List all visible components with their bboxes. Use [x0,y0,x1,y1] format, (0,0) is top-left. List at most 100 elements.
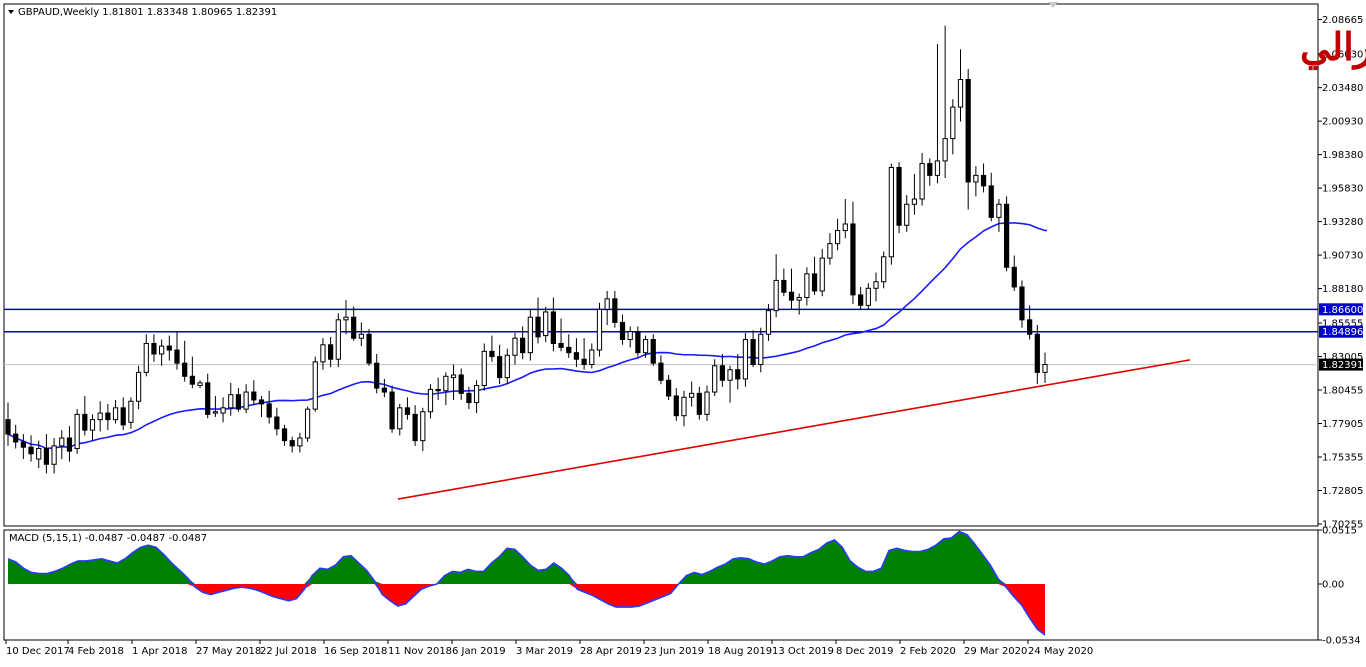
candle-bull [112,407,119,421]
candle-bull [689,392,695,398]
price-tick-label: 1.70255 [1322,519,1363,530]
price-tick-label: 1.80455 [1322,386,1363,397]
candle-bear [1019,286,1025,321]
candle-bear [466,392,472,404]
candle-bear [205,382,211,415]
candle-bear [166,345,172,351]
price-tick-label: 1.75355 [1322,452,1363,463]
candle-bull [128,400,134,423]
date-tick-label: 13 Oct 2019 [772,646,834,657]
candle-bull [727,369,733,381]
date-tick-label: 6 Jan 2019 [452,646,506,657]
chart-title-arabic: باوند أسترالي [1300,21,1366,70]
candle-bear [281,428,288,442]
moving-average-line [7,222,1047,450]
candle-bull [212,411,219,414]
candle-bear [266,403,272,418]
candle-bear [750,339,756,365]
date-tick-label: 4 Feb 2018 [68,646,124,657]
candle-bear [489,350,495,358]
candle-bull [834,230,841,245]
candle-bull [957,79,964,108]
candle-bull [704,391,710,415]
candle-bear [1034,333,1040,373]
date-tick-label: 16 Sep 2018 [324,646,387,657]
candle-bear [189,375,195,385]
candle-bull [911,198,918,205]
candle-bear [389,391,395,430]
dropdown-arrow-icon [8,10,14,14]
candle-bull [873,281,879,289]
candle-bear [1003,203,1010,268]
date-tick-label: 27 May 2018 [196,646,261,657]
price-tick-label: 2.06030 [1322,50,1363,61]
macd-tick-label: 0.0515 [1322,526,1357,537]
candle-bull [51,445,57,465]
candle-bear [781,279,787,293]
candle-bear [120,407,126,426]
macd-signal-line [7,530,1046,636]
candle-bear [174,349,180,364]
candle-bull [765,310,772,335]
candle-bear [328,344,334,360]
candle-bear [788,291,795,301]
candle-bear [573,352,580,360]
candle-bull [59,437,65,447]
candle-bear [896,166,902,226]
chart-options-icon[interactable] [1048,2,1058,8]
date-tick-label: 3 Mar 2019 [516,646,573,657]
candle-bear [20,441,26,448]
current-price-tag [1319,358,1363,371]
candle-bear [612,298,618,323]
candle-bull [420,411,426,442]
candle-bear [635,331,641,354]
macd-tick-label: 0.00 [1322,580,1344,591]
price-tick-label: 1.95830 [1322,184,1363,195]
candle-bull [604,298,610,310]
candle-bear [566,346,572,354]
candle-bear [520,337,526,354]
trendline [397,359,1191,500]
candle-bull [758,333,764,365]
candle-bear [650,339,656,364]
candle-bear [497,356,503,379]
candle-bull [504,354,510,379]
candle-bull [335,319,341,360]
candle-bull [243,391,249,410]
candle-bull [197,382,203,386]
macd-tick-label: -0.0534 [1322,636,1361,647]
price-tick-label: 2.08665 [1322,15,1363,26]
candle-bull [343,316,349,321]
candle-bull [881,256,887,283]
candle-bull [443,375,449,392]
candle-bull [742,339,749,380]
date-tick-label: 28 Apr 2019 [580,646,642,657]
candle-bull [589,349,595,365]
price-tick-label: 1.98380 [1322,150,1363,161]
candle-bull [627,331,633,341]
price-tick-label: 1.90730 [1322,251,1363,262]
candle-bear [1027,319,1033,335]
candle-bull [527,316,533,354]
candle-bull [842,223,848,232]
price-tick-label: 2.00930 [1322,117,1363,128]
candle-bull [159,345,165,355]
candle-bull [481,350,487,386]
date-tick-label: 23 Jun 2019 [644,646,704,657]
date-tick-label: 2 Feb 2020 [900,646,956,657]
level-price-tag [1319,325,1363,338]
candle-bear [980,174,987,187]
candle-bear [988,185,994,218]
candle-bull [996,203,1002,218]
candle-bear [550,311,556,344]
candle-bull [888,166,894,258]
candle-bear [412,413,418,442]
candle-bull [97,412,103,421]
candle-bear [458,374,464,394]
candle-bull [427,388,434,413]
candle-bear [13,433,19,443]
candle-bear [251,391,257,401]
price-tick-label: 1.72805 [1322,486,1363,497]
candle-bear [105,412,111,421]
